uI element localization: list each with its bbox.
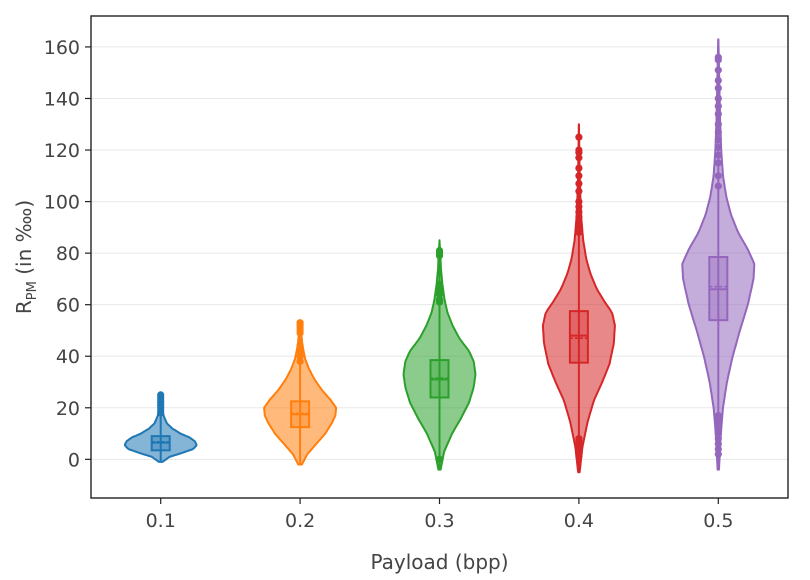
x-tick-label-0.2: 0.2	[285, 510, 315, 532]
outlier-point-0.4-22	[575, 133, 583, 141]
x-tick-label-0.3: 0.3	[424, 510, 454, 532]
y-tick-label-80: 80	[56, 243, 80, 265]
outlier-point-0.5-13	[714, 143, 722, 152]
y-tick-label-100: 100	[44, 192, 80, 214]
violin-0.3	[402, 239, 477, 471]
y-tick-label-40: 40	[56, 346, 80, 368]
outlier-point-0.5-22	[714, 66, 722, 74]
y-tick-label-140: 140	[44, 88, 80, 110]
outlier-point-0.4-18	[575, 164, 583, 172]
outlier-point-0.4-16	[575, 179, 583, 188]
outlier-point-0.4-8	[575, 228, 583, 237]
x-tick-label-0.1: 0.1	[146, 510, 176, 532]
x-tick-label-0.5: 0.5	[703, 510, 733, 532]
y-axis-title-main: R	[12, 300, 36, 314]
y-tick-label-160: 160	[44, 37, 80, 59]
x-axis-ticks: 0.1 0.2 0.3 0.4 0.5	[146, 498, 733, 532]
outlier-point-0.5-10	[714, 172, 722, 180]
violin-box-0.4	[568, 310, 589, 364]
y-tick-label-20: 20	[56, 398, 80, 420]
violin-0.5	[681, 38, 756, 471]
outlier-point-0.5-5	[714, 424, 722, 433]
violin-0.4	[541, 123, 616, 474]
outlier-point-0.4-9	[575, 223, 583, 231]
outlier-point-0.2-1	[296, 352, 304, 360]
outlier-point-0.3-10	[435, 246, 444, 255]
outlier-point-0.2-0	[296, 357, 304, 365]
outlier-point-0.5-1	[714, 445, 722, 453]
outlier-point-0.4-10	[575, 218, 583, 226]
x-tick-label-0.4: 0.4	[564, 510, 594, 532]
x-axis-title: Payload (bpp)	[370, 550, 508, 574]
outlier-point-0.5-0	[714, 450, 722, 458]
outlier-point-0.5-2	[714, 440, 722, 448]
outlier-point-0.2-8	[296, 319, 304, 327]
outlier-point-0.3-7	[435, 280, 444, 288]
outlier-point-0.5-4	[714, 429, 722, 438]
outlier-point-0.5-14	[714, 136, 722, 144]
y-axis-title-rest: (in ‱)	[12, 200, 36, 281]
outlier-point-0.5-17	[714, 110, 722, 118]
violin-0.2	[263, 319, 338, 466]
outlier-point-0.5-24	[714, 53, 722, 61]
outlier-point-0.4-12	[575, 208, 583, 216]
outlier-point-0.5-18	[714, 102, 722, 110]
outlier-point-0.4-14	[575, 197, 583, 206]
y-axis-title-subscript: PM	[25, 281, 40, 300]
outlier-point-0.5-20	[714, 84, 722, 92]
y-tick-label-120: 120	[44, 140, 80, 162]
outlier-point-0.5-16	[714, 120, 722, 128]
outlier-point-0.5-11	[714, 159, 722, 167]
outlier-point-0.5-9	[714, 182, 722, 190]
y-axis-title: RPM (in ‱)	[12, 200, 40, 314]
outlier-point-0.5-19	[714, 94, 722, 103]
outlier-point-0.4-11	[575, 213, 583, 221]
outlier-point-0.4-19	[575, 154, 583, 162]
outlier-point-0.4-15	[575, 187, 583, 195]
outlier-point-0.5-15	[714, 128, 722, 136]
outlier-point-0.4-7	[575, 435, 583, 443]
y-axis-ticks: 0 20 40 60 80 100 120 140 160	[44, 37, 91, 471]
outlier-point-0.3-0	[435, 455, 444, 463]
outlier-point-0.1-7	[157, 391, 165, 399]
y-tick-label-0: 0	[68, 449, 80, 471]
outlier-point-0.5-6	[714, 419, 722, 427]
outlier-point-0.3-2	[435, 295, 444, 304]
violin-0.1	[123, 391, 198, 463]
outlier-point-0.5-8	[714, 411, 722, 420]
outlier-point-0.2-2	[296, 347, 304, 355]
violins	[123, 38, 756, 474]
outlier-point-0.5-21	[714, 76, 722, 85]
outlier-point-0.4-21	[575, 146, 583, 154]
outlier-point-0.5-12	[714, 151, 722, 159]
outlier-point-0.2-3	[296, 342, 304, 350]
outlier-point-0.4-17	[575, 172, 583, 180]
outlier-point-0.5-3	[714, 435, 722, 443]
outlier-point-0.4-13	[575, 203, 583, 211]
y-tick-label-60: 60	[56, 295, 80, 317]
